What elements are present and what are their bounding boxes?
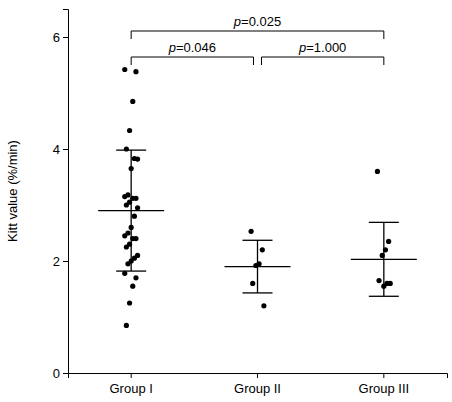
x-axis: Group I Group II Group III	[69, 373, 448, 396]
data-point	[125, 261, 130, 266]
data-point	[130, 284, 135, 289]
significance-bracket	[131, 31, 384, 39]
x-tick-mark	[131, 373, 132, 378]
x-tick-mark	[383, 373, 384, 378]
y-tick-label: 6	[53, 30, 60, 45]
error-cap	[116, 149, 146, 150]
error-cap	[369, 222, 399, 223]
y-tick: 6	[53, 30, 68, 45]
y-tick-label: 4	[53, 142, 60, 157]
error-cap	[243, 240, 273, 241]
error-cap	[243, 292, 273, 293]
data-point	[132, 214, 137, 219]
data-point	[124, 244, 129, 249]
data-point	[122, 67, 127, 72]
y-axis-title: Kitt value (%/min)	[5, 140, 20, 242]
mean-line	[98, 210, 164, 211]
y-tick-mark	[63, 261, 68, 262]
y-tick-mark	[63, 149, 68, 150]
data-point	[127, 128, 132, 133]
y-tick: 0	[53, 366, 68, 381]
y-tick: 4	[53, 142, 68, 157]
y-tick: 2	[53, 254, 68, 269]
data-point	[135, 205, 140, 210]
data-point	[133, 69, 138, 74]
data-point	[122, 194, 127, 199]
significance-label: p=0.046	[168, 40, 216, 55]
x-tick: Group I	[109, 373, 152, 396]
x-tick-label: Group I	[109, 381, 152, 396]
x-tick: Group III	[359, 373, 410, 396]
data-point	[124, 202, 129, 207]
data-point	[250, 281, 255, 286]
data-point	[376, 278, 381, 283]
plot-area	[98, 67, 417, 328]
y-tick-label: 2	[53, 254, 60, 269]
data-point	[124, 323, 129, 328]
significance-bracket	[131, 57, 253, 65]
y-tick-mark	[63, 37, 68, 38]
x-tick-label: Group II	[234, 381, 281, 396]
x-tick: Group II	[234, 373, 281, 396]
error-cap	[116, 270, 146, 271]
data-point	[132, 156, 137, 161]
data-point	[122, 233, 127, 238]
data-point	[375, 169, 380, 174]
significance-label: p=0.025	[233, 14, 281, 29]
y-axis-line	[63, 10, 69, 374]
error-cap	[369, 296, 399, 297]
mean-line	[351, 259, 417, 260]
x-tick-label: Group III	[359, 381, 410, 396]
annotations: p=0.046 p=1.000 p=0.025	[131, 14, 384, 65]
data-point	[261, 303, 266, 308]
x-tick-mark	[257, 373, 258, 378]
data-point	[130, 99, 135, 104]
y-tick-mark	[63, 373, 68, 374]
data-point	[249, 229, 254, 234]
significance-bracket	[262, 57, 384, 65]
y-axis: 0 2 4 6	[53, 10, 69, 381]
data-point	[260, 247, 265, 252]
data-point	[133, 275, 138, 280]
x-axis-line	[69, 374, 448, 379]
data-point	[127, 300, 132, 305]
significance-label: p=1.000	[298, 40, 346, 55]
y-tick-label: 0	[53, 366, 60, 381]
mean-line	[225, 266, 291, 267]
data-point	[124, 146, 129, 151]
data-point	[386, 239, 391, 244]
